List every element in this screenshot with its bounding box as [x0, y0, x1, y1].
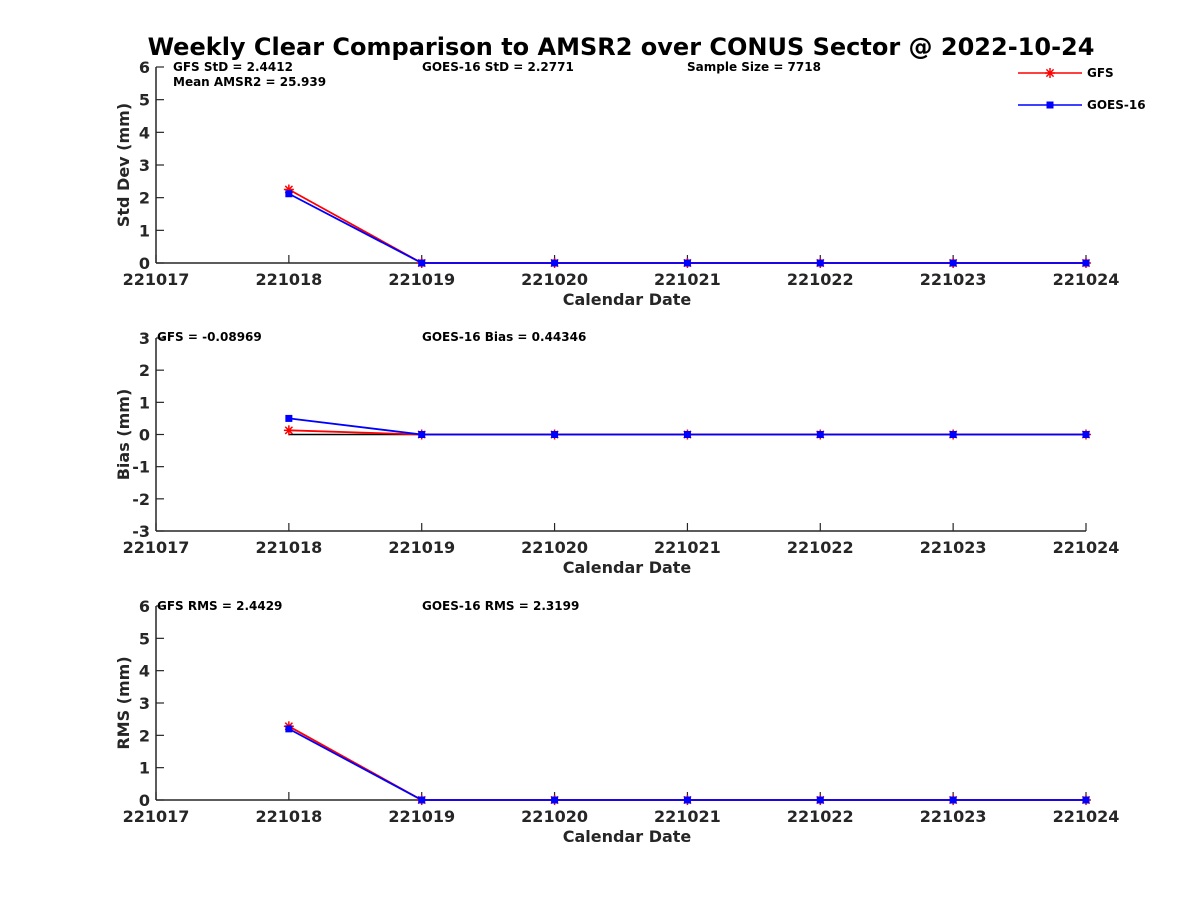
y-tick-label: 3 — [139, 694, 150, 713]
data-point — [418, 796, 426, 804]
x-tick-label: 221018 — [255, 807, 322, 826]
data-point — [285, 414, 293, 422]
x-tick-label: 221020 — [521, 538, 588, 557]
y-tick-label: 6 — [139, 58, 150, 77]
x-axis-label: Calendar Date — [563, 558, 692, 577]
stat-annotation: GOES-16 Bias = 0.44346 — [422, 330, 586, 344]
data-point — [1082, 431, 1090, 438]
y-tick-label: 0 — [139, 791, 150, 810]
x-tick-label: 221017 — [123, 807, 190, 826]
x-tick-label: 221020 — [521, 807, 588, 826]
x-tick-label: 221024 — [1053, 807, 1120, 826]
legend-box — [1012, 58, 1162, 124]
y-tick-label: 4 — [139, 123, 150, 142]
x-tick-label: 221022 — [787, 538, 854, 557]
data-point — [551, 796, 559, 804]
chart-title: Weekly Clear Comparison to AMSR2 over CO… — [148, 33, 1095, 61]
legend-marker — [1045, 68, 1055, 78]
x-tick-label: 221021 — [654, 270, 721, 289]
x-tick-label: 221024 — [1053, 270, 1120, 289]
legend-label-gfs: GFS — [1087, 66, 1114, 80]
x-tick-label: 221017 — [123, 538, 190, 557]
y-tick-label: 1 — [139, 221, 150, 240]
y-tick-label: 2 — [139, 726, 150, 745]
stat-annotation: Sample Size = 7718 — [687, 60, 821, 74]
stat-annotation: Mean AMSR2 = 25.939 — [173, 75, 326, 89]
x-tick-label: 221017 — [123, 270, 190, 289]
legend: GFS GOES-16 — [1012, 58, 1162, 124]
y-tick-label: 3 — [139, 156, 150, 175]
x-tick-label: 221021 — [654, 538, 721, 557]
stat-annotation: GOES-16 RMS = 2.3199 — [422, 599, 579, 613]
legend-marker — [1046, 101, 1054, 109]
x-tick-label: 221023 — [920, 270, 987, 289]
data-point — [1082, 259, 1090, 267]
data-point — [285, 725, 293, 733]
data-point — [816, 259, 824, 267]
x-axis-label: Calendar Date — [563, 827, 692, 846]
data-point — [418, 431, 426, 438]
stat-annotation: GFS = -0.08969 — [157, 330, 262, 344]
y-tick-label: 3 — [139, 329, 150, 348]
y-tick-label: -2 — [132, 490, 150, 509]
x-tick-label: 221024 — [1053, 538, 1120, 557]
data-point — [949, 431, 957, 438]
y-tick-label: 2 — [139, 189, 150, 208]
y-tick-label: 0 — [139, 426, 150, 445]
x-tick-label: 221018 — [255, 538, 322, 557]
data-point — [683, 431, 691, 438]
x-tick-label: 221021 — [654, 807, 721, 826]
stat-annotation: GOES-16 StD = 2.2771 — [422, 60, 574, 74]
y-tick-label: 4 — [139, 662, 150, 681]
y-axis-label: Std Dev (mm) — [114, 103, 133, 227]
data-point — [551, 259, 559, 267]
panel-2: -3 -2 -1 0 1 2 3 221017 221018 221019 221020 221021… — [114, 329, 1119, 577]
y-tick-label: 1 — [139, 393, 150, 412]
data-point — [551, 431, 559, 438]
x-tick-label: 221019 — [388, 807, 455, 826]
y-tick-label: -3 — [132, 522, 150, 541]
data-point — [683, 259, 691, 267]
x-tick-label: 221019 — [388, 538, 455, 557]
x-tick-label: 221022 — [787, 270, 854, 289]
y-tick-label: 5 — [139, 629, 150, 648]
y-tick-label: 1 — [139, 759, 150, 778]
x-tick-label: 221023 — [920, 538, 987, 557]
data-point — [1082, 796, 1090, 804]
y-tick-label: 5 — [139, 91, 150, 110]
x-tick-label: 221019 — [388, 270, 455, 289]
y-tick-label: 6 — [139, 597, 150, 616]
stat-annotation: GFS StD = 2.4412 — [173, 60, 293, 74]
data-point — [418, 259, 426, 267]
y-tick-label: 0 — [139, 254, 150, 273]
data-point — [816, 431, 824, 438]
x-axis-label: Calendar Date — [563, 290, 692, 309]
y-axis-label: RMS (mm) — [114, 656, 133, 749]
y-axis-label: Bias (mm) — [114, 389, 133, 481]
x-tick-label: 221023 — [920, 807, 987, 826]
x-tick-label: 221018 — [255, 270, 322, 289]
x-tick-label: 221020 — [521, 270, 588, 289]
stat-annotation: GFS RMS = 2.4429 — [157, 599, 282, 613]
data-point — [683, 796, 691, 804]
x-tick-label: 221022 — [787, 807, 854, 826]
panel-1: 0 1 2 3 4 5 6 221017 221018 221019 221020 221021 221… — [114, 58, 1119, 309]
data-point — [949, 796, 957, 804]
data-point — [283, 425, 294, 436]
y-tick-label: 2 — [139, 361, 150, 380]
data-point — [949, 259, 957, 267]
panel-3: 0 1 2 3 4 5 6 221017 221018 221019 221020 221021 221… — [114, 597, 1119, 846]
data-point — [285, 190, 293, 198]
legend-label-goes16: GOES-16 — [1087, 98, 1146, 112]
y-tick-label: -1 — [132, 458, 150, 477]
data-point — [816, 796, 824, 804]
